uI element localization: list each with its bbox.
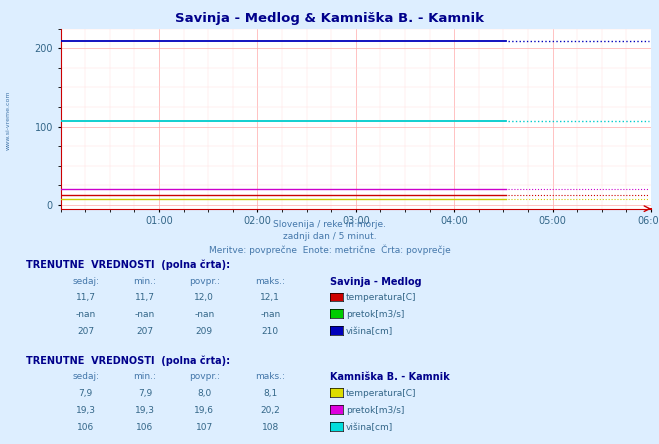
- Text: zadnji dan / 5 minut.: zadnji dan / 5 minut.: [283, 232, 376, 241]
- Text: višina[cm]: višina[cm]: [346, 327, 393, 336]
- Text: 108: 108: [262, 423, 279, 432]
- Text: maks.:: maks.:: [255, 277, 285, 285]
- Text: -nan: -nan: [76, 310, 96, 319]
- Text: pretok[m3/s]: pretok[m3/s]: [346, 406, 405, 415]
- Text: Slovenija / reke in morje.: Slovenija / reke in morje.: [273, 220, 386, 229]
- Text: pretok[m3/s]: pretok[m3/s]: [346, 310, 405, 319]
- Text: 107: 107: [196, 423, 213, 432]
- Text: povpr.:: povpr.:: [188, 277, 220, 285]
- Text: TRENUTNE  VREDNOSTI  (polna črta):: TRENUTNE VREDNOSTI (polna črta):: [26, 260, 231, 270]
- Text: 20,2: 20,2: [260, 406, 280, 415]
- Text: maks.:: maks.:: [255, 372, 285, 381]
- Text: temperatura[C]: temperatura[C]: [346, 293, 416, 302]
- Text: 207: 207: [77, 327, 94, 336]
- Text: -nan: -nan: [194, 310, 214, 319]
- Text: temperatura[C]: temperatura[C]: [346, 389, 416, 398]
- Text: 8,1: 8,1: [263, 389, 277, 398]
- Text: 11,7: 11,7: [76, 293, 96, 302]
- Text: povpr.:: povpr.:: [188, 372, 220, 381]
- Text: višina[cm]: višina[cm]: [346, 423, 393, 432]
- Text: 19,3: 19,3: [135, 406, 155, 415]
- Text: TRENUTNE  VREDNOSTI  (polna črta):: TRENUTNE VREDNOSTI (polna črta):: [26, 355, 231, 366]
- Text: min.:: min.:: [134, 277, 156, 285]
- Text: 11,7: 11,7: [135, 293, 155, 302]
- Text: Kamniška B. - Kamnik: Kamniška B. - Kamnik: [330, 372, 449, 382]
- Text: 7,9: 7,9: [78, 389, 93, 398]
- Text: sedaj:: sedaj:: [72, 372, 99, 381]
- Text: Meritve: povprečne  Enote: metrične  Črta: povprečje: Meritve: povprečne Enote: metrične Črta:…: [209, 245, 450, 255]
- Text: min.:: min.:: [134, 372, 156, 381]
- Text: 106: 106: [77, 423, 94, 432]
- Text: -nan: -nan: [135, 310, 155, 319]
- Text: 207: 207: [136, 327, 154, 336]
- Text: -nan: -nan: [260, 310, 280, 319]
- Text: www.si-vreme.com: www.si-vreme.com: [5, 90, 11, 150]
- Text: 210: 210: [262, 327, 279, 336]
- Text: 12,1: 12,1: [260, 293, 280, 302]
- Text: Savinja - Medlog & Kamniška B. - Kamnik: Savinja - Medlog & Kamniška B. - Kamnik: [175, 12, 484, 25]
- Text: 19,3: 19,3: [76, 406, 96, 415]
- Text: 209: 209: [196, 327, 213, 336]
- Text: 106: 106: [136, 423, 154, 432]
- Text: sedaj:: sedaj:: [72, 277, 99, 285]
- Text: Savinja - Medlog: Savinja - Medlog: [330, 277, 421, 287]
- Text: 8,0: 8,0: [197, 389, 212, 398]
- Text: 19,6: 19,6: [194, 406, 214, 415]
- Text: 7,9: 7,9: [138, 389, 152, 398]
- Text: 12,0: 12,0: [194, 293, 214, 302]
